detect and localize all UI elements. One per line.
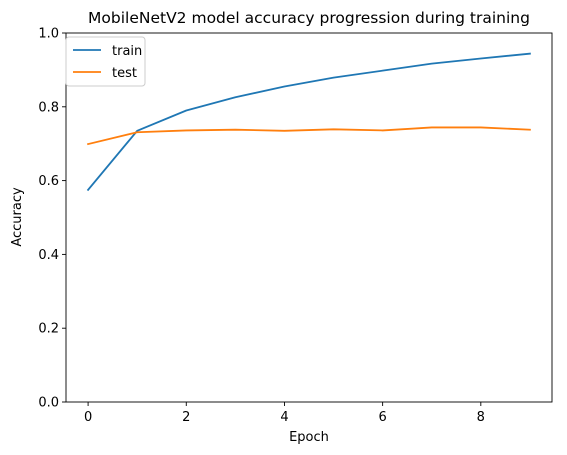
plot-background (66, 33, 552, 402)
y-axis-ticks: 0.0 0.2 0.4 0.6 0.8 1.0 (38, 27, 66, 411)
y-tick-label: 0.6 (38, 174, 59, 189)
series-line-test (87, 126, 531, 146)
y-tick-label: 0.2 (38, 322, 59, 337)
x-tick-label: 8 (477, 410, 485, 425)
x-axis-ticks: 0 2 4 6 8 (84, 402, 485, 425)
x-axis-label: Epoch (289, 430, 329, 445)
y-tick-label: 0.8 (38, 100, 59, 115)
y-tick-label: 0.4 (38, 248, 59, 263)
x-tick-label: 2 (182, 410, 190, 425)
chart-title: MobileNetV2 model accuracy progression d… (88, 9, 530, 27)
legend-label-test: test (112, 66, 137, 81)
plot-area (66, 33, 552, 402)
y-tick-label: 0.0 (38, 396, 59, 411)
series-line-train (86, 52, 531, 192)
legend: train test (65, 36, 146, 87)
plot-frame (65, 32, 553, 403)
x-tick-label: 0 (84, 410, 92, 425)
y-axis-label: Accuracy (10, 187, 25, 247)
x-tick-label: 4 (280, 410, 288, 425)
series-lines (86, 52, 531, 192)
legend-label-train: train (112, 44, 142, 59)
y-tick-label: 1.0 (38, 27, 59, 42)
x-tick-label: 6 (378, 410, 386, 425)
